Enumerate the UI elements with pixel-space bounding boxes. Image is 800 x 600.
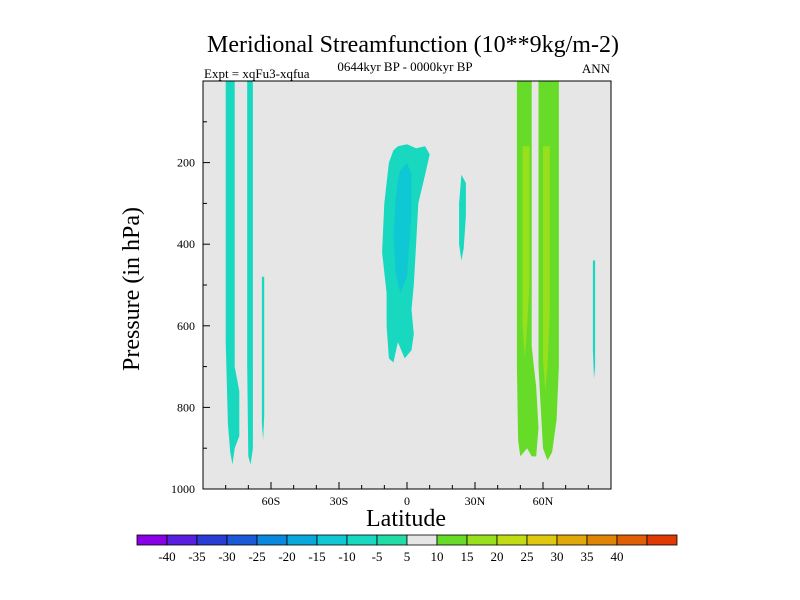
contour-regions (225, 81, 596, 473)
colorbar-label: -40 (158, 549, 175, 564)
chart-title: Meridional Streamfunction (10**9kg/m-2) (207, 32, 619, 58)
colorbar-swatch (556, 534, 588, 546)
colorbar-label: -25 (248, 549, 265, 564)
experiment-label: Expt = xqFu3-xqfua (204, 66, 310, 81)
colorbar-swatch (646, 534, 678, 546)
x-tick-label: 60N (533, 494, 554, 508)
x-tick-label: 30N (465, 494, 486, 508)
y-tick-label: 400 (177, 237, 195, 251)
colorbar-label: -10 (338, 549, 355, 564)
colorbar-swatch (436, 534, 468, 546)
colorbar-label: 25 (521, 549, 534, 564)
x-axis-label: Latitude (366, 506, 446, 532)
colorbar-label: 20 (491, 549, 504, 564)
colorbar-swatch (346, 534, 378, 546)
y-axis-label: Pressure (in hPa) (119, 207, 145, 371)
colorbar-swatch (616, 534, 648, 546)
region-nh-positive-core-left (522, 146, 530, 359)
y-tick-label: 600 (177, 319, 195, 333)
region-nh-arctic-sliver (592, 260, 596, 379)
region-sh-midlat-strip (247, 81, 253, 465)
colorbar-label: -15 (308, 549, 325, 564)
region-sh-thin-strip (261, 276, 265, 440)
region-nh-positive-core-right (543, 146, 550, 392)
colorbar-label: 15 (461, 549, 474, 564)
x-tick-label: 30S (330, 494, 349, 508)
colorbar: -40 -35 -30 -25 -20 -15 -10 -5 5 10 15 20 25 30 35 40 (136, 534, 678, 564)
colorbar-swatch (586, 534, 618, 546)
x-axis-ticks: 60S 30S 0 30N 60N (202, 482, 612, 508)
colorbar-label: 35 (581, 549, 594, 564)
colorbar-swatch (466, 534, 498, 546)
colorbar-swatch (166, 534, 198, 546)
colorbar-swatch (286, 534, 318, 546)
colorbar-label: -20 (278, 549, 295, 564)
season-label: ANN (582, 61, 611, 76)
colorbar-swatch (376, 534, 408, 546)
colorbar-label: 5 (404, 549, 411, 564)
region-tropics-upper-tongue (377, 81, 383, 151)
colorbar-swatch (496, 534, 528, 546)
x-tick-label: 0 (404, 494, 410, 508)
colorbar-label: -30 (218, 549, 235, 564)
colorbar-swatch (316, 534, 348, 546)
region-subtropic-blob (459, 174, 466, 261)
period-label: 0644kyr BP - 0000kyr BP (337, 59, 472, 74)
x-tick-label: 60S (262, 494, 281, 508)
region-tropical-cell-inner (393, 162, 412, 294)
colorbar-label: 40 (611, 549, 624, 564)
colorbar-swatch (526, 534, 558, 546)
colorbar-label: -5 (372, 549, 383, 564)
y-tick-label: 800 (177, 400, 195, 414)
y-axis-ticks: 200 400 600 800 1000 (171, 121, 210, 496)
colorbar-swatch (256, 534, 288, 546)
colorbar-swatch (406, 534, 438, 546)
colorbar-label: 30 (551, 549, 564, 564)
region-sh-polar-band (225, 81, 240, 465)
colorbar-swatch (226, 534, 258, 546)
colorbar-swatch (196, 534, 228, 546)
y-tick-label: 1000 (171, 482, 195, 496)
colorbar-label: -35 (188, 549, 205, 564)
y-tick-label: 200 (177, 156, 195, 170)
colorbar-swatch (136, 534, 168, 546)
colorbar-label: 10 (431, 549, 444, 564)
